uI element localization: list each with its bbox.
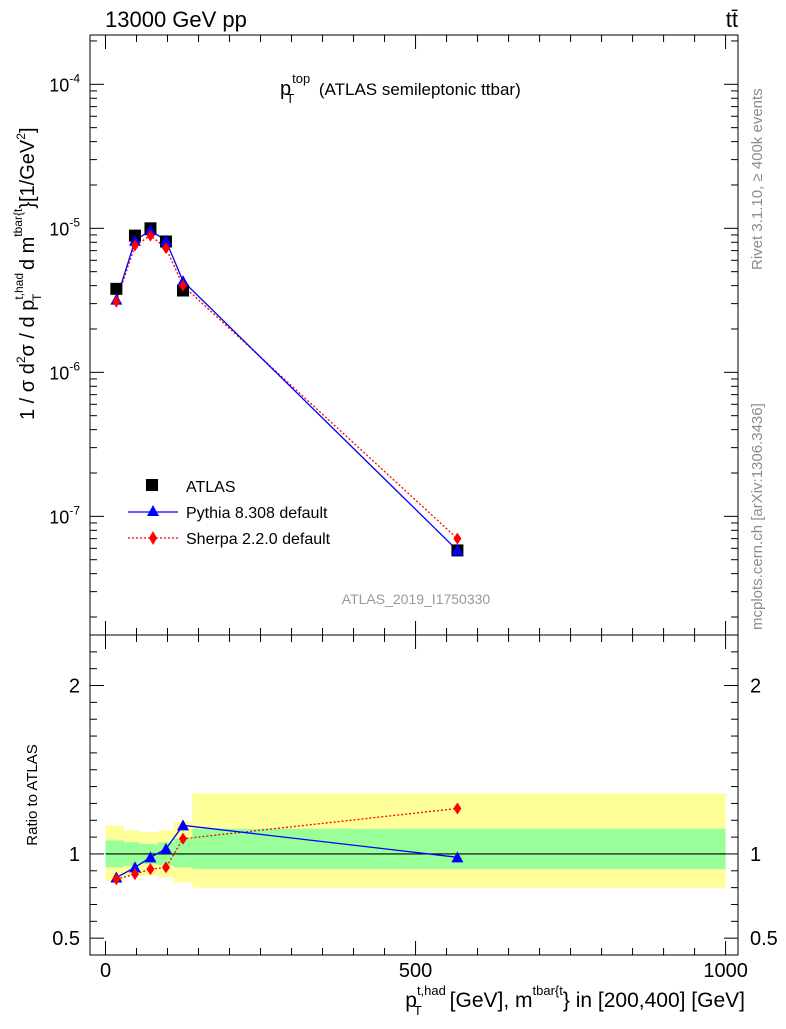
ratio-y-tick-label-right: 0.5 xyxy=(750,928,778,950)
ratio-band-inner xyxy=(192,828,726,870)
pythia-point xyxy=(159,234,172,246)
ratio-series-layer xyxy=(110,802,464,886)
x-tick-label: 1000 xyxy=(703,960,748,982)
y-tick-label: 10-4 xyxy=(49,71,80,95)
legend-atlas-marker xyxy=(146,479,158,491)
main-axis-ticks: 10-7 10-6 10-5 10-4 xyxy=(49,35,738,635)
ratio-sherpa-point xyxy=(161,861,170,874)
ratio-pythia-point xyxy=(159,842,172,854)
ratio-pythia-point xyxy=(128,861,141,873)
header-collision-label: 13000 GeV pp xyxy=(105,7,247,32)
sherpa-point xyxy=(112,295,121,308)
legend-pythia-marker xyxy=(147,505,159,516)
rivet-version-label: Rivet 3.1.10, ≥ 400k events xyxy=(749,88,766,270)
ratio-uncertainty-bands xyxy=(105,793,726,888)
ratio-panel-frame xyxy=(89,634,739,956)
ratio-y-tick-label-left: 2 xyxy=(69,676,80,698)
main-series-layer xyxy=(110,222,464,557)
legend-atlas-label: ATLAS xyxy=(186,479,236,496)
ratio-sherpa-point xyxy=(146,863,155,876)
legend: ATLAS Pythia 8.308 default Sherpa 2.2.0 … xyxy=(128,479,331,548)
x-tick-label: 500 xyxy=(399,960,432,982)
sherpa-point xyxy=(453,532,462,545)
sherpa-point xyxy=(179,279,188,292)
ratio-pythia-point xyxy=(144,851,157,863)
sherpa-point xyxy=(161,242,170,255)
analysis-id-label: ATLAS_2019_I1750330 xyxy=(342,591,491,607)
ratio-pythia-point xyxy=(451,851,464,863)
mcplots-label: mcplots.cern.ch [arXiv:1306.3436] xyxy=(749,403,766,630)
ratio-sherpa-point xyxy=(453,802,462,815)
ratio-axis-ticks: 0.5 0.5 1 1 2 2 0 500 1000 xyxy=(52,635,778,982)
ratio-sherpa-point xyxy=(179,832,188,845)
main-panel: 10-7 10-6 10-5 10-4 ptop T (ATLAS semilepton… xyxy=(11,34,739,636)
ratio-band-inner xyxy=(173,838,193,868)
legend-sherpa-label: Sherpa 2.2.0 default xyxy=(186,531,331,548)
ratio-panel: 0.5 0.5 1 1 2 2 0 500 1000 Ratio to ATLAS xyxy=(24,634,778,982)
ratio-sherpa-point xyxy=(130,868,139,881)
ratio-sherpa-point xyxy=(112,873,121,886)
y-tick-label: 10-6 xyxy=(49,359,80,383)
atlas-point xyxy=(110,282,123,295)
header-process-label: tt̄ xyxy=(726,7,738,32)
sherpa-line xyxy=(115,234,458,540)
ratio-y-tick-label-left: 1 xyxy=(69,844,80,866)
ratio-y-axis-label: Ratio to ATLAS xyxy=(24,744,41,845)
legend-sherpa-marker xyxy=(149,531,157,545)
ratio-y-tick-label-right: 2 xyxy=(750,676,761,698)
y-tick-label: 10-5 xyxy=(49,215,80,239)
pythia-line xyxy=(115,229,458,551)
plot-title: ptop T (ATLAS semileptonic ttbar) xyxy=(280,71,521,106)
ratio-pythia-point xyxy=(177,819,190,831)
ratio-y-tick-label-right: 1 xyxy=(750,844,761,866)
pythia-point xyxy=(451,544,464,556)
main-y-axis-label: 1 / σ d2σ / d pt,had T d mtbar{t}[1/GeV2] xyxy=(11,127,44,420)
y-tick-label: 10-7 xyxy=(49,503,80,527)
legend-pythia-label: Pythia 8.308 default xyxy=(186,505,328,522)
ratio-y-tick-label-left: 0.5 xyxy=(52,928,80,950)
x-axis-label: pt,had T [GeV], mtbar{t} in [200,400] [Ge… xyxy=(405,983,745,1018)
sherpa-point xyxy=(146,229,155,242)
sherpa-point xyxy=(130,239,139,252)
x-tick-label: 0 xyxy=(100,960,111,982)
